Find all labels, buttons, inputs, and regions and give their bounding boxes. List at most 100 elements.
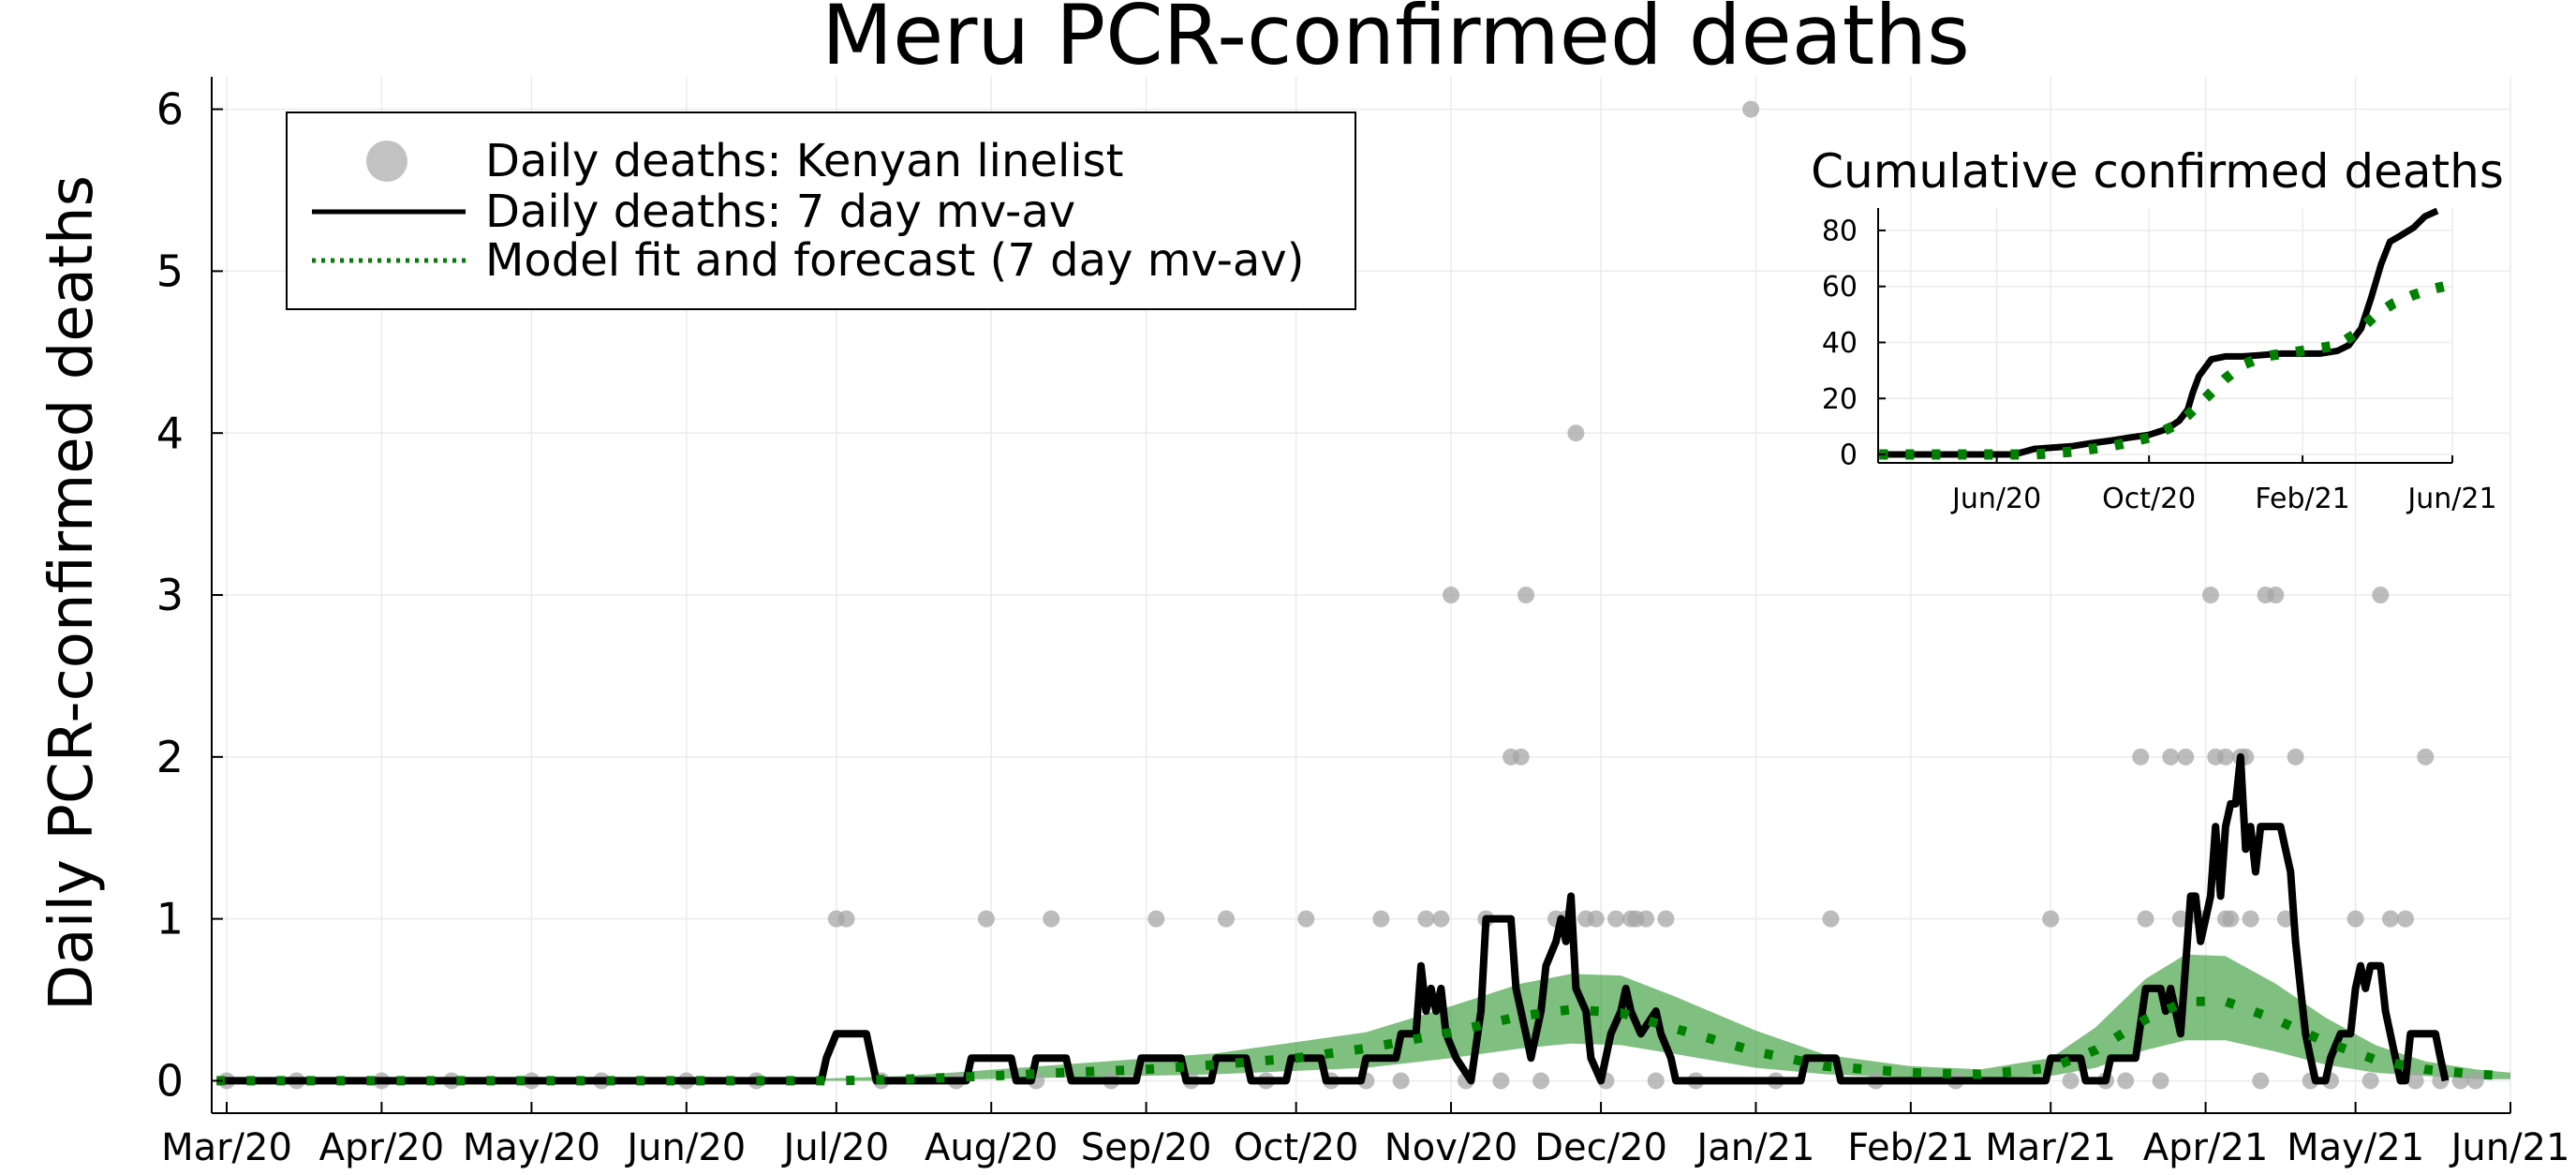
scatter-point-69	[1492, 1072, 1510, 1090]
legend-marker-linelist	[366, 141, 407, 182]
x-tick-label-6: Sep/20	[1081, 1126, 1212, 1169]
y-tick-label-4: 80	[1822, 215, 1858, 247]
x-tick-label-4: Jul/20	[781, 1126, 890, 1169]
scatter-point-50	[2216, 910, 2234, 928]
main-ticks: Mar/20 Apr/20 May/20 Jun/20 Jul/20 Aug/20 Sep/…	[156, 84, 2570, 1169]
scatter-point-37	[2162, 748, 2180, 766]
series-line-1	[216, 752, 2450, 1085]
y-tick-label-2: 40	[1822, 327, 1858, 360]
y-tick-label-4: 4	[156, 408, 184, 458]
x-tick-label-0: Jun/20	[1950, 483, 2041, 515]
scatter-point-49	[1742, 100, 1760, 118]
scatter-point-5	[1217, 910, 1235, 928]
x-tick-label-14: May/21	[2287, 1126, 2424, 1169]
inset-chart: Jun/20 Oct/20 Feb/21 Jun/21 0 20 40 60 80 Cumula…	[1811, 144, 2504, 515]
inset-ticks: Jun/20 Oct/20 Feb/21 Jun/21 0 20 40 60 80	[1822, 215, 2497, 515]
scatter-point-7	[1372, 910, 1390, 928]
scatter-point-14	[1517, 587, 1535, 603]
scatter-point-38	[2177, 748, 2195, 766]
scatter-point-20	[1607, 910, 1625, 928]
inset-series	[1879, 207, 2445, 460]
scatter-point-33	[2347, 910, 2364, 928]
scatter-point-31	[2242, 910, 2259, 928]
x-tick-label-15: Jun/21	[2449, 1126, 2570, 1169]
scatter-point-3	[1043, 910, 1060, 928]
x-tick-label-5: Aug/20	[925, 1126, 1058, 1169]
scatter-point-81	[2252, 1072, 2270, 1090]
chart-title: Meru PCR-confirmed deaths	[822, 0, 1970, 83]
scatter-point-67	[1392, 1072, 1410, 1090]
scatter-point-26	[2042, 910, 2060, 928]
y-tick-label-2: 2	[156, 732, 184, 782]
scatter-point-9	[1432, 910, 1450, 928]
legend-label-mvav: Daily deaths: 7 day mv-av	[485, 186, 1075, 238]
y-tick-label-0: 0	[1840, 439, 1858, 472]
x-tick-label-3: Jun/21	[2406, 483, 2496, 515]
y-tick-label-6: 6	[156, 84, 184, 135]
scatter-point-40	[2216, 748, 2234, 766]
scatter-point-8	[1417, 910, 1435, 928]
x-tick-label-1: Apr/20	[319, 1126, 445, 1169]
x-tick-label-3: Jun/20	[624, 1126, 746, 1169]
legend: Daily deaths: Kenyan linelist Daily deat…	[286, 112, 1356, 310]
scatter-point-2	[977, 910, 995, 928]
scatter-point-47	[2267, 587, 2285, 603]
scatter-point-48	[2372, 587, 2390, 603]
y-tick-label-1: 20	[1822, 383, 1858, 416]
scatter-point-80	[2152, 1072, 2169, 1090]
scatter-point-24	[1657, 910, 1675, 928]
legend-label-linelist: Daily deaths: Kenyan linelist	[485, 135, 1123, 187]
y-tick-label-1: 1	[156, 894, 184, 944]
scatter-point-35	[2396, 910, 2414, 928]
x-tick-label-2: Feb/21	[2255, 483, 2349, 515]
scatter-point-70	[1532, 1072, 1550, 1090]
scatter-point-15	[1567, 424, 1585, 442]
x-tick-label-0: Mar/20	[161, 1126, 292, 1169]
scatter-point-1	[837, 910, 855, 928]
scatter-point-36	[2132, 748, 2150, 766]
legend-label-model: Model fit and forecast (7 day mv-av)	[485, 234, 1304, 287]
series-line-0	[1879, 207, 2439, 458]
scatter-point-11	[1443, 587, 1460, 603]
scatter-point-19	[1587, 910, 1605, 928]
scatter-point-43	[2287, 748, 2304, 766]
scatter-point-34	[2381, 910, 2399, 928]
scatter-point-44	[2417, 748, 2435, 766]
scatter-point-32	[2276, 910, 2294, 928]
scatter-point-23	[1637, 910, 1655, 928]
scatter-point-77	[2062, 1072, 2080, 1090]
y-axis-label: Daily PCR-confirmed deaths	[37, 175, 107, 1011]
inset-title: Cumulative confirmed deaths	[1811, 144, 2504, 199]
y-tick-label-3: 60	[1822, 271, 1858, 304]
x-tick-label-11: Feb/21	[1847, 1126, 1974, 1169]
line-series	[216, 752, 2511, 1086]
x-tick-label-2: May/20	[463, 1126, 600, 1169]
x-tick-label-1: Oct/20	[2102, 483, 2196, 515]
inset-axes	[1877, 208, 2452, 464]
y-tick-label-3: 3	[156, 570, 184, 620]
x-tick-label-7: Oct/20	[1234, 1126, 1359, 1169]
scatter-point-28	[2171, 910, 2189, 928]
x-tick-label-10: Jan/21	[1694, 1126, 1814, 1169]
scatter-point-25	[1822, 910, 1840, 928]
y-tick-label-5: 5	[156, 245, 184, 296]
scatter-point-79	[2117, 1072, 2135, 1090]
series-line-1	[1879, 281, 2445, 460]
scatter-point-72	[1647, 1072, 1665, 1090]
scatter-point-45	[2201, 587, 2219, 603]
x-tick-label-13: Apr/21	[2143, 1126, 2269, 1169]
scatter-point-4	[1147, 910, 1165, 928]
series-line-2	[216, 996, 2511, 1086]
scatter-point-6	[1297, 910, 1315, 928]
scatter-point-27	[2137, 910, 2154, 928]
x-tick-label-9: Dec/20	[1534, 1126, 1667, 1169]
scatter-point-84	[2361, 1072, 2379, 1090]
y-tick-label-0: 0	[156, 1056, 184, 1107]
scatter-point-88	[2466, 1072, 2484, 1090]
x-tick-label-12: Mar/21	[1985, 1126, 2116, 1169]
scatter-point-85	[2406, 1072, 2424, 1090]
x-tick-label-8: Nov/20	[1384, 1126, 1517, 1169]
scatter-point-13	[1512, 748, 1530, 766]
